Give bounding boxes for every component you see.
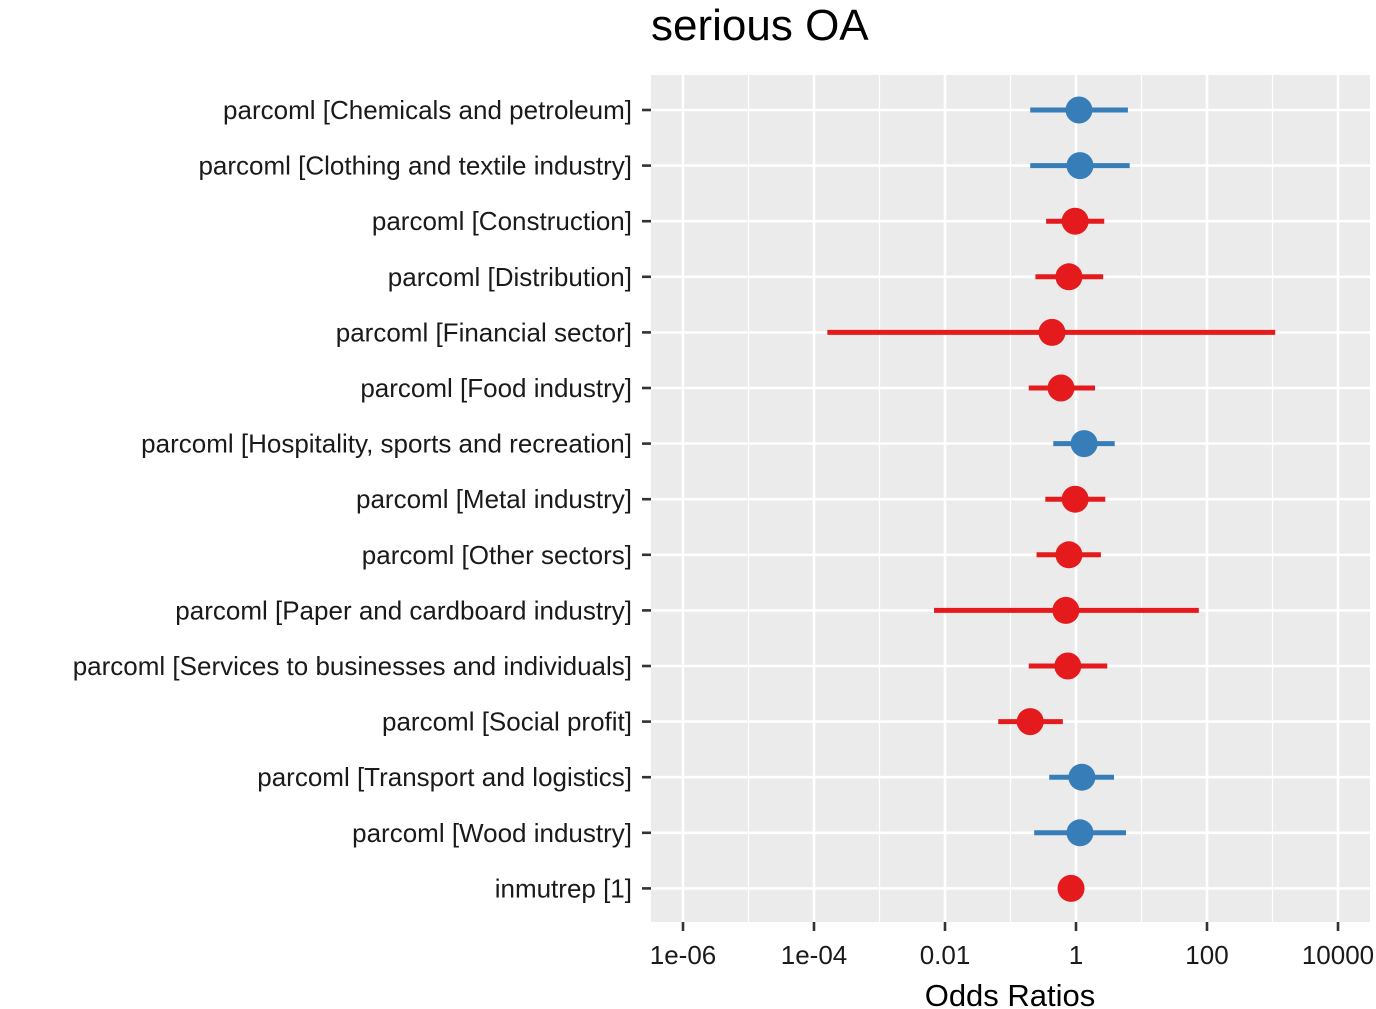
point-estimate — [1047, 374, 1075, 402]
y-tick-label: parcoml [Financial sector] — [336, 317, 632, 347]
point-estimate — [1061, 207, 1089, 235]
y-tick-label: parcoml [Services to businesses and indi… — [73, 651, 632, 681]
estimates — [827, 96, 1276, 902]
y-tick-label: parcoml [Paper and cardboard industry] — [175, 595, 632, 625]
y-tick-label: parcoml [Construction] — [372, 206, 632, 236]
point-estimate — [1038, 318, 1066, 346]
point-estimate — [1057, 874, 1085, 902]
point-estimate — [1052, 596, 1080, 624]
point-estimate — [1066, 152, 1094, 180]
y-tick-label: parcoml [Hospitality, sports and recreat… — [141, 429, 632, 459]
x-axis: 1e-06 1e-04 0.01 1 100 10000 — [650, 922, 1374, 970]
x-tick-label: 100 — [1185, 940, 1228, 970]
point-estimate — [1055, 263, 1083, 291]
point-estimate — [1061, 485, 1089, 513]
y-tick-label: parcoml [Food industry] — [360, 373, 632, 403]
y-tick-label: parcoml [Metal industry] — [356, 484, 632, 514]
x-tick-label: 10000 — [1302, 940, 1374, 970]
chart-title: serious OA — [651, 1, 869, 50]
point-estimate — [1016, 708, 1044, 736]
y-tick-label: parcoml [Chemicals and petroleum] — [223, 95, 632, 125]
x-tick-label: 0.01 — [920, 940, 971, 970]
x-tick-label: 1e-06 — [650, 940, 717, 970]
point-estimate — [1054, 652, 1082, 680]
y-tick-label: parcoml [Wood industry] — [352, 818, 632, 848]
point-estimate — [1065, 96, 1093, 124]
x-tick-label: 1e-04 — [781, 940, 848, 970]
x-tick-label: 1 — [1069, 940, 1083, 970]
point-estimate — [1055, 541, 1083, 569]
point-estimate — [1066, 819, 1094, 847]
y-tick-label: parcoml [Distribution] — [388, 262, 632, 292]
point-estimate — [1068, 763, 1096, 791]
y-tick-label: parcoml [Other sectors] — [362, 540, 632, 570]
y-axis: parcoml [Chemicals and petroleum] parcoml… — [73, 95, 651, 903]
y-tick-label: parcoml [Clothing and textile industry] — [198, 151, 632, 181]
point-estimate — [1070, 430, 1098, 458]
y-tick-label: parcoml [Social profit] — [382, 707, 632, 737]
x-axis-label: Odds Ratios — [925, 978, 1096, 1009]
y-tick-label: parcoml [Transport and logistics] — [257, 762, 632, 792]
y-tick-label: inmutrep [1] — [495, 873, 632, 903]
